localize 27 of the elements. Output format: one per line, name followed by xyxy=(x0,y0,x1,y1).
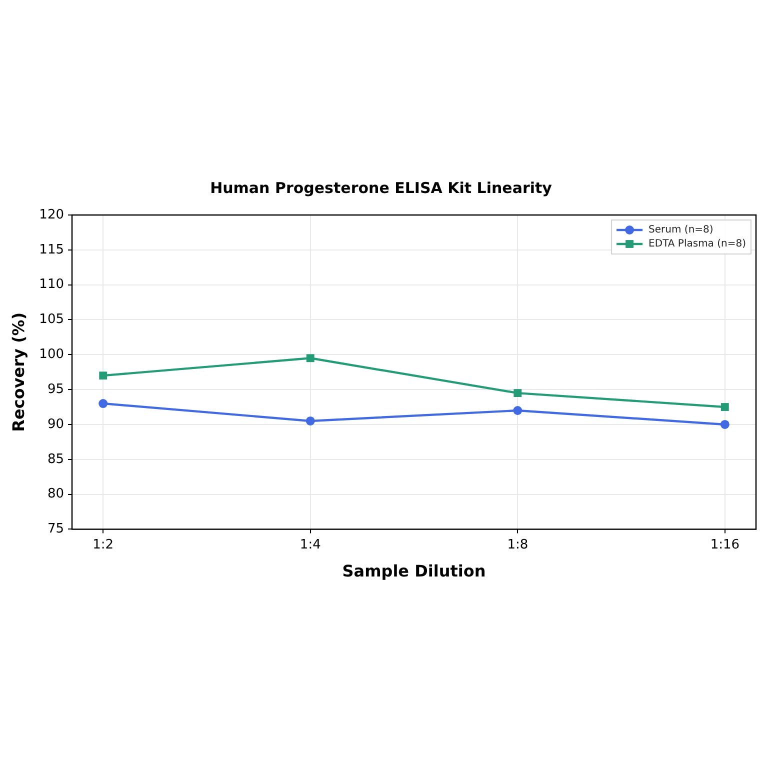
x-tick-label: 1:4 xyxy=(300,537,321,552)
point xyxy=(720,403,729,411)
legend-label: Serum (n=8) xyxy=(648,224,714,236)
y-tick-label: 80 xyxy=(47,486,64,502)
x-tick-label: 1:16 xyxy=(710,537,740,552)
y-tick-label: 115 xyxy=(39,242,64,258)
point xyxy=(513,406,522,415)
y-tick-label: 120 xyxy=(39,207,64,222)
y-tick-label: 95 xyxy=(47,382,64,397)
y-tick-label: 85 xyxy=(47,452,64,467)
point xyxy=(99,372,108,380)
point xyxy=(306,354,314,362)
point xyxy=(720,420,730,429)
y-tick-label: 90 xyxy=(47,416,64,432)
y-axis-title: Recovery (%) xyxy=(8,312,28,432)
x-tick-label: 1:2 xyxy=(92,537,114,552)
chart-title: Human Progesterone ELISA Kit Linearity xyxy=(210,178,552,197)
point xyxy=(98,399,108,408)
y-tick-label: 75 xyxy=(47,522,64,537)
y-tick-label: 100 xyxy=(39,347,64,362)
x-axis-title: Sample Dilution xyxy=(342,562,486,581)
y-tick-label: 105 xyxy=(39,312,64,328)
point xyxy=(306,416,315,426)
x-tick-label: 1:8 xyxy=(507,537,528,552)
legend-label: EDTA Plasma (n=8) xyxy=(648,238,746,250)
point xyxy=(514,389,522,398)
y-tick-label: 110 xyxy=(39,277,64,292)
